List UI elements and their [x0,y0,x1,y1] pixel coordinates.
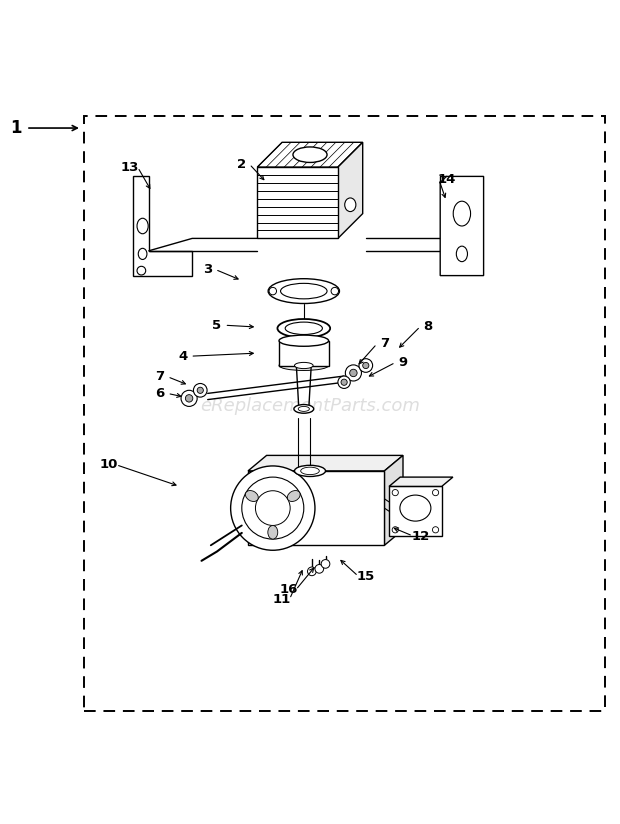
Circle shape [363,363,369,368]
Polygon shape [257,143,363,167]
Text: 11: 11 [273,592,291,606]
Ellipse shape [294,405,314,414]
Text: 16: 16 [279,583,298,597]
Circle shape [197,387,203,393]
Text: 15: 15 [356,570,375,583]
Circle shape [321,559,330,569]
Circle shape [231,466,315,550]
Ellipse shape [456,246,467,262]
Circle shape [331,288,339,295]
Text: 6: 6 [156,387,164,400]
Circle shape [269,288,277,295]
Bar [84,115,604,711]
Ellipse shape [278,319,330,338]
Text: 5: 5 [213,319,221,332]
Text: 7: 7 [380,337,389,350]
Ellipse shape [137,218,148,234]
Bar [279,340,329,366]
Polygon shape [248,471,384,545]
Ellipse shape [279,361,329,371]
Text: 8: 8 [423,320,432,333]
Bar [389,486,441,536]
Circle shape [308,567,316,576]
Polygon shape [248,456,403,471]
Text: 2: 2 [237,157,246,171]
Ellipse shape [246,490,259,502]
Polygon shape [338,143,363,238]
Circle shape [350,369,357,377]
Circle shape [392,527,399,533]
Text: 4: 4 [179,349,187,363]
Text: 10: 10 [99,458,118,471]
Polygon shape [440,176,484,275]
Text: 14: 14 [437,173,456,186]
Ellipse shape [345,198,356,212]
Ellipse shape [400,495,431,521]
Circle shape [193,383,207,397]
Text: 7: 7 [156,370,164,383]
Circle shape [345,365,361,381]
Circle shape [392,489,399,496]
Polygon shape [389,477,453,486]
Circle shape [433,527,439,533]
Ellipse shape [287,490,300,502]
Ellipse shape [453,201,471,226]
Ellipse shape [294,363,313,368]
Text: 1: 1 [10,119,21,137]
Ellipse shape [301,467,319,475]
Polygon shape [384,456,403,545]
Ellipse shape [268,526,278,539]
Circle shape [255,491,290,526]
Ellipse shape [279,335,329,346]
Ellipse shape [268,279,340,303]
Ellipse shape [298,406,309,411]
Circle shape [433,489,439,496]
Text: 3: 3 [203,263,212,276]
Polygon shape [257,167,338,238]
Ellipse shape [285,322,322,335]
Circle shape [359,358,373,372]
Polygon shape [133,176,192,275]
Ellipse shape [280,283,327,299]
Ellipse shape [293,147,327,162]
Circle shape [341,379,347,386]
Text: 9: 9 [399,356,407,369]
Circle shape [181,391,197,406]
Circle shape [137,266,146,275]
Circle shape [315,564,324,574]
Text: 13: 13 [121,161,140,174]
Text: 12: 12 [411,530,430,542]
Circle shape [185,395,193,402]
Text: eReplacementParts.com: eReplacementParts.com [200,397,420,414]
Ellipse shape [294,466,326,476]
Circle shape [242,477,304,539]
Circle shape [338,376,350,388]
Ellipse shape [138,248,147,260]
